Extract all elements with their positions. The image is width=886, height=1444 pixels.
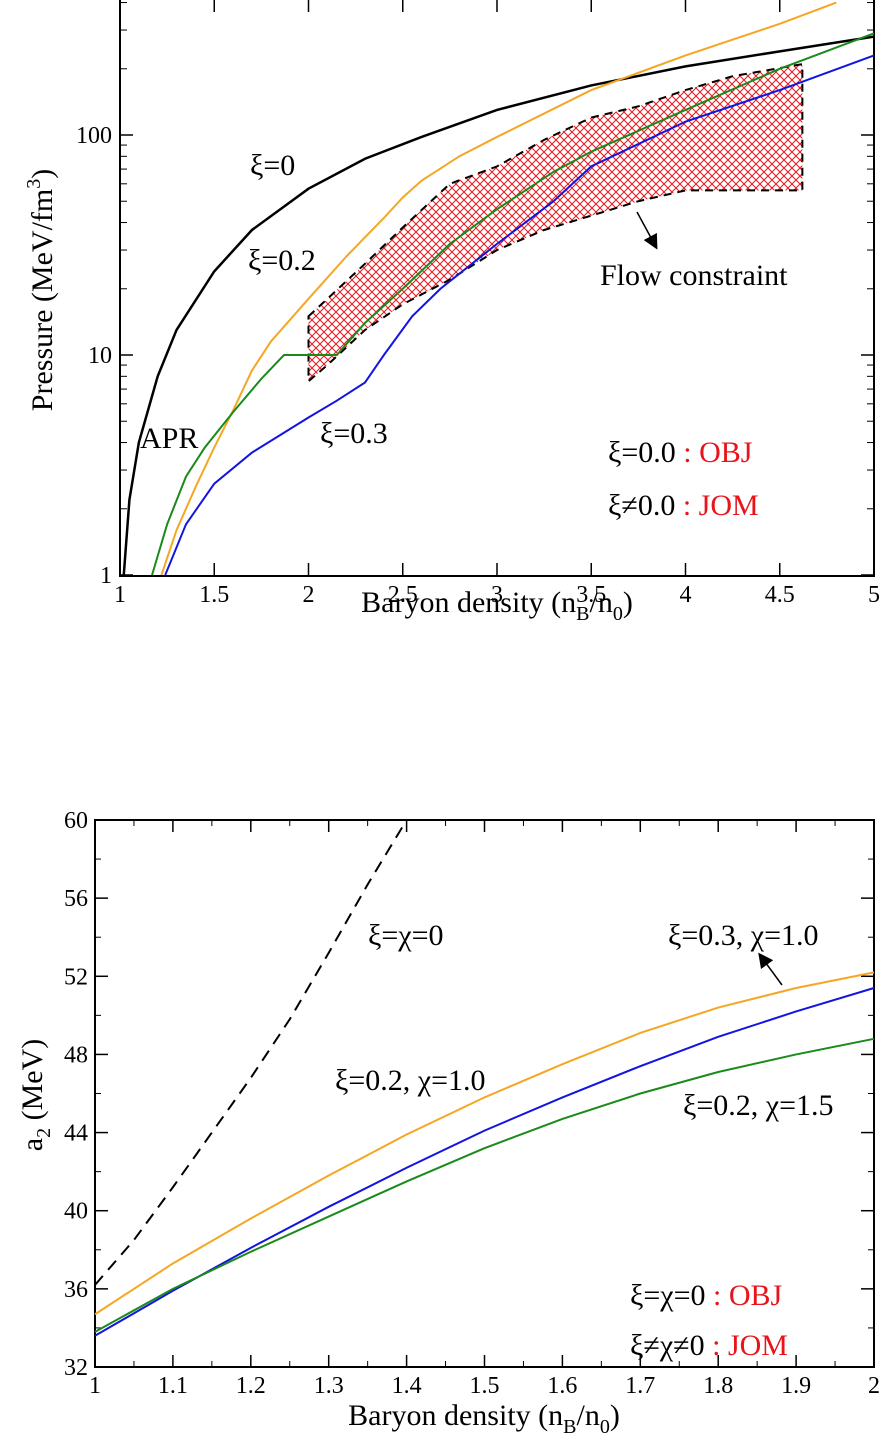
flow-arrow (636, 211, 658, 250)
label-xichi0: ξ=χ=0 (368, 919, 444, 952)
label-flow-constraint: Flow constraint (600, 259, 788, 292)
label-apr: APR (140, 422, 198, 455)
series-line (94, 1037, 875, 1333)
label-s2: ξ=0.3, χ=1.0 (668, 919, 819, 952)
series-line (94, 987, 875, 1337)
x-tick-label: 2.5 (388, 582, 418, 608)
series-line (151, 32, 874, 575)
label-xi03: ξ=0.3 (320, 417, 388, 450)
x-tick-label: 1 (114, 582, 126, 608)
series-line (164, 54, 874, 575)
legend2-row-2: ξ≠χ≠0 : JOM (630, 1329, 788, 1362)
y-axis-title: Pressure (MeV/fm3) (23, 169, 59, 411)
y-tick-label: 32 (64, 1355, 88, 1381)
flow-constraint-band (307, 62, 804, 384)
x-tick-label: 1.6 (547, 1373, 577, 1399)
x-tick-label: 1.5 (470, 1373, 500, 1399)
y-tick-label: 40 (64, 1199, 88, 1225)
label-xi0: ξ=0 (250, 149, 295, 182)
legend-row-2: ξ≠0.0 : JOM (608, 489, 759, 522)
legend2-row-1-left: ξ=χ=0 (630, 1279, 706, 1312)
x-tick-label: 4.5 (765, 582, 795, 608)
legend2-row-2-left: ξ≠χ≠0 (630, 1329, 705, 1362)
y-tick-label: 10 (88, 343, 112, 369)
legend2-row-2-right: : JOM (705, 1329, 788, 1362)
y-tick-label: 36 (64, 1277, 88, 1303)
legend-row-1-left: ξ=0.0 (608, 436, 676, 469)
y-tick-label: 60 (64, 808, 88, 834)
label-s3: ξ=0.2, χ=1.5 (683, 1089, 834, 1122)
legend2-row-1-right: : OBJ (706, 1279, 783, 1312)
legend-row-2-right: : JOM (675, 489, 758, 522)
legend-row-1: ξ=0.0 : OBJ (608, 436, 753, 469)
x-tick-label: 1.4 (392, 1373, 422, 1399)
series-line (94, 971, 875, 1316)
x-axis-title-2: Baryon density (nB/n0) (348, 1399, 620, 1438)
series-line (94, 819, 408, 1286)
s2-arrow (758, 952, 783, 986)
x-tick-label: 1.7 (625, 1373, 655, 1399)
x-tick-label: 3.5 (576, 582, 606, 608)
flow-constraint-region (307, 62, 804, 384)
y-tick-label: 44 (64, 1121, 88, 1147)
x-tick-label: 4 (680, 582, 692, 608)
series-group-2 (94, 819, 875, 1337)
x-tick-label: 3 (491, 582, 503, 608)
x-tick-label: 1.3 (314, 1373, 344, 1399)
axis-ticks: 1 1.5 2 2.5 3 3.5 4 4.5 5 1 10 100 (76, 0, 880, 608)
y-axis-title-2: a2 (MeV) (16, 1039, 55, 1151)
x-tick-label: 1.8 (703, 1373, 733, 1399)
axis-ticks-2: 1 1.1 1.2 1.3 1.4 1.5 1.6 1.7 1.8 1.9 2 32 36 40 44 48 5… (64, 808, 880, 1399)
series-line (160, 1, 837, 575)
x-tick-label: 2 (868, 1373, 880, 1399)
legend-row-2-left: ξ≠0.0 (608, 489, 675, 522)
a2-chart: 1 1.1 1.2 1.3 1.4 1.5 1.6 1.7 1.8 1.9 2 32 36 40 44 48 5… (16, 808, 880, 1438)
x-tick-label: 1.5 (199, 582, 229, 608)
x-tick-label: 1 (89, 1373, 101, 1399)
series-group (122, 1, 874, 575)
plot-frame (119, 0, 875, 577)
x-tick-label: 2 (303, 582, 315, 608)
x-tick-label: 1.1 (158, 1373, 188, 1399)
x-tick-label: 1.9 (781, 1373, 811, 1399)
legend2-row-1: ξ=χ=0 : OBJ (630, 1279, 783, 1312)
legend-row-1-right: : OBJ (676, 436, 753, 469)
y-tick-label: 48 (64, 1042, 88, 1068)
label-s1: ξ=0.2, χ=1.0 (335, 1064, 486, 1097)
x-axis-title: Baryon density (nB/n0) (361, 586, 633, 625)
y-tick-label: 56 (64, 886, 88, 912)
x-tick-label: 1.2 (236, 1373, 266, 1399)
y-tick-label: 1 (100, 563, 112, 589)
x-tick-label: 5 (868, 582, 880, 608)
label-xi02: ξ=0.2 (248, 244, 316, 277)
y-tick-label: 52 (64, 964, 88, 990)
y-tick-label: 100 (76, 123, 112, 149)
series-line (122, 35, 874, 575)
